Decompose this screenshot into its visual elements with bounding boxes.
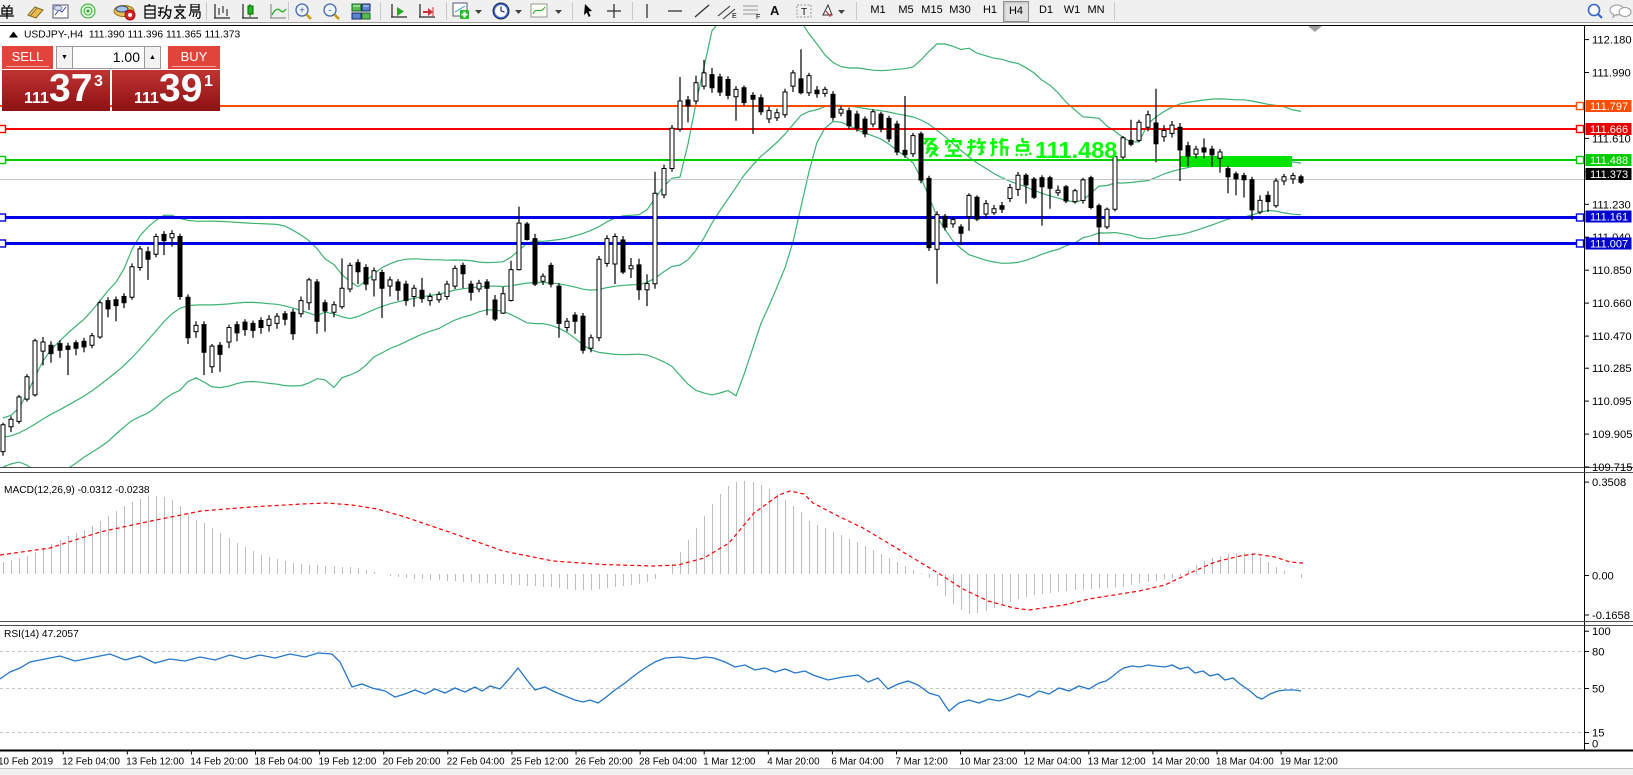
svg-text:110.850: 110.850 [1592,265,1632,277]
svg-text:111.007: 111.007 [1590,239,1628,251]
svg-text:110.095: 110.095 [1592,396,1632,408]
svg-text:50: 50 [1592,684,1604,696]
svg-text:19 Mar 12:00: 19 Mar 12:00 [1280,757,1338,768]
svg-text:7 Mar 12:00: 7 Mar 12:00 [896,757,949,768]
svg-text:25 Feb 12:00: 25 Feb 12:00 [511,757,569,768]
svg-text:12 Feb 04:00: 12 Feb 04:00 [62,757,120,768]
svg-text:0.3508: 0.3508 [1592,477,1626,489]
svg-text:111.610: 111.610 [1592,133,1631,145]
svg-text:112.180: 112.180 [1592,35,1632,47]
svg-text:111.488: 111.488 [1590,155,1628,167]
svg-text:10 Mar 23:00: 10 Mar 23:00 [960,757,1018,768]
svg-text:80: 80 [1592,647,1604,659]
svg-text:RSI(14) 47.2057: RSI(14) 47.2057 [4,629,79,640]
svg-text:111.797: 111.797 [1590,101,1628,113]
svg-text:MACD(12,26,9) -0.0312 -0.0238: MACD(12,26,9) -0.0312 -0.0238 [4,485,150,496]
svg-text:26 Feb 20:00: 26 Feb 20:00 [575,757,633,768]
svg-text:111.373: 111.373 [1590,169,1628,181]
svg-text:20 Feb 20:00: 20 Feb 20:00 [383,757,441,768]
svg-text:0.00: 0.00 [1592,571,1614,583]
svg-text:110.660: 110.660 [1592,298,1632,310]
svg-text:111.488: 111.488 [1035,137,1117,163]
svg-text:15: 15 [1592,728,1604,740]
svg-text:T: T [801,7,807,18]
svg-text:111.161: 111.161 [1590,212,1628,224]
svg-text:18 Feb 04:00: 18 Feb 04:00 [255,757,313,768]
svg-text:4 Mar 20:00: 4 Mar 20:00 [767,757,820,768]
svg-text:-0.1658: -0.1658 [1592,610,1630,622]
svg-text:111.230: 111.230 [1592,199,1631,211]
svg-text:USDJPY-,H4 111.390 111.396 11: USDJPY-,H4 111.390 111.396 111.365 111.3… [24,30,240,41]
svg-text:+: + [299,6,305,17]
svg-text:14 Mar 20:00: 14 Mar 20:00 [1152,757,1210,768]
svg-text:111.990: 111.990 [1592,68,1631,80]
svg-text:12 Mar 04:00: 12 Mar 04:00 [1024,757,1082,768]
svg-text:6 Mar 04:00: 6 Mar 04:00 [831,757,884,768]
svg-text:109.905: 109.905 [1592,429,1632,441]
svg-text:18 Mar 04:00: 18 Mar 04:00 [1216,757,1274,768]
svg-text:110.470: 110.470 [1592,331,1632,343]
svg-text:0: 0 [1592,739,1598,751]
svg-text:22 Feb 04:00: 22 Feb 04:00 [447,757,505,768]
svg-text:100: 100 [1592,626,1611,638]
svg-text:-: - [328,6,331,17]
svg-text:10 Feb 2019: 10 Feb 2019 [0,757,53,768]
svg-text:13 Feb 12:00: 13 Feb 12:00 [126,757,184,768]
svg-text:109.715: 109.715 [1592,462,1632,474]
svg-text:E: E [732,13,737,20]
svg-text:28 Feb 04:00: 28 Feb 04:00 [639,757,697,768]
svg-text:F: F [756,14,760,20]
svg-text:13 Mar 12:00: 13 Mar 12:00 [1088,757,1146,768]
svg-text:19 Feb 12:00: 19 Feb 12:00 [319,757,377,768]
svg-text:1 Mar 12:00: 1 Mar 12:00 [703,757,756,768]
svg-text:110.285: 110.285 [1592,363,1632,375]
svg-text:14 Feb 20:00: 14 Feb 20:00 [190,757,248,768]
svg-text:111.666: 111.666 [1590,124,1628,136]
